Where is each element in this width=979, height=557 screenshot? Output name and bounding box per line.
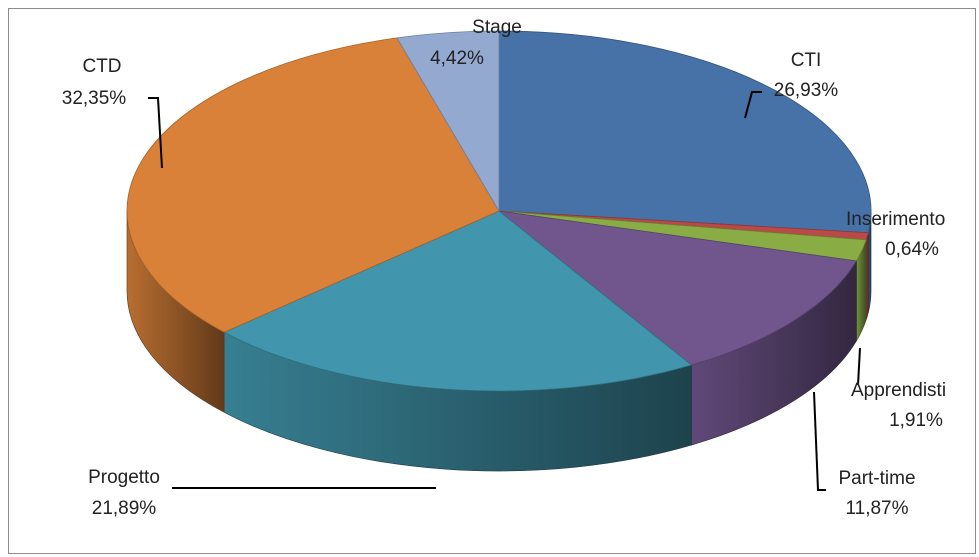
slice-name-apprendisti: Apprendisti	[851, 380, 946, 401]
leader-line-cti	[744, 91, 762, 119]
slice-name-cti: CTI	[791, 50, 822, 71]
slice-name-stage: Stage	[472, 17, 522, 38]
slice-value-stage: 4,42%	[430, 48, 484, 69]
slice-name-progetto: Progetto	[88, 467, 160, 488]
slice-value-progetto: 21,89%	[92, 498, 157, 519]
pie-slice-stage	[396, 30, 500, 213]
slice-value-cti: 26,93%	[774, 80, 839, 101]
leader-line-part-time	[813, 391, 826, 491]
pie-slice-part-time	[497, 210, 858, 366]
pie-slice-progetto	[223, 210, 693, 392]
slice-value-ctd: 32,35%	[62, 88, 127, 109]
slice-name-part-time: Part-time	[838, 468, 915, 489]
pie-3d-sides	[126, 210, 872, 472]
pie-slice-cti	[498, 30, 872, 234]
slice-value-part-time: 11,87%	[845, 498, 908, 519]
pie-slices	[126, 30, 872, 392]
slice-name-inserimento: Inserimento	[846, 209, 945, 230]
pie-side-inserimento	[865, 232, 869, 321]
leader-line-ctd	[148, 97, 163, 169]
leader-lines	[148, 91, 861, 491]
slice-value-apprendisti: 1,91%	[889, 410, 943, 431]
leader-line-apprendisti	[857, 347, 861, 386]
pie-slice-ctd	[126, 37, 500, 333]
slice-name-ctd: CTD	[82, 56, 121, 77]
slice-value-inserimento: 0,64%	[885, 239, 939, 260]
